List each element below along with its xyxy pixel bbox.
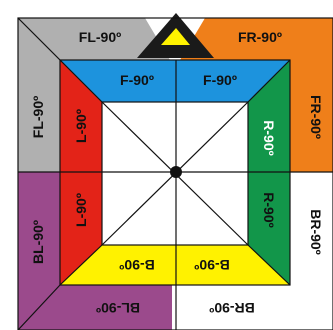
- region-f-inner: [60, 60, 290, 102]
- label-br-side: BR-90º: [308, 209, 324, 255]
- label-b-right: B-90º: [194, 257, 229, 273]
- label-fl-side: FL-90º: [30, 96, 46, 138]
- divider-lines: [17, 17, 333, 330]
- label-r-bottom: R-90º: [261, 192, 277, 227]
- label-l-bottom: L-90º: [73, 193, 89, 227]
- label-fl-top: FL-90º: [79, 29, 121, 45]
- label-f-right: F-90º: [203, 72, 237, 88]
- region-fr-outer: [180, 18, 333, 172]
- region-br-outer: [172, 172, 333, 330]
- label-fr-side: FR-90º: [308, 95, 324, 139]
- label-bl-bottom: BL-90º: [96, 300, 140, 316]
- top-indicator-yellow: [161, 28, 190, 45]
- label-fr-top: FR-90º: [238, 29, 282, 45]
- label-bl-side: BL-90º: [30, 220, 46, 264]
- region-b-inner: [60, 245, 290, 285]
- label-b-left: B-90º: [119, 257, 154, 273]
- label-br-bottom: BR-90º: [209, 300, 255, 316]
- label-r-top: R-90º: [261, 120, 277, 155]
- center-dot: [170, 166, 182, 178]
- label-l-top: L-90º: [73, 109, 89, 143]
- label-f-left: F-90º: [120, 72, 154, 88]
- region-bl-outer: [18, 172, 172, 330]
